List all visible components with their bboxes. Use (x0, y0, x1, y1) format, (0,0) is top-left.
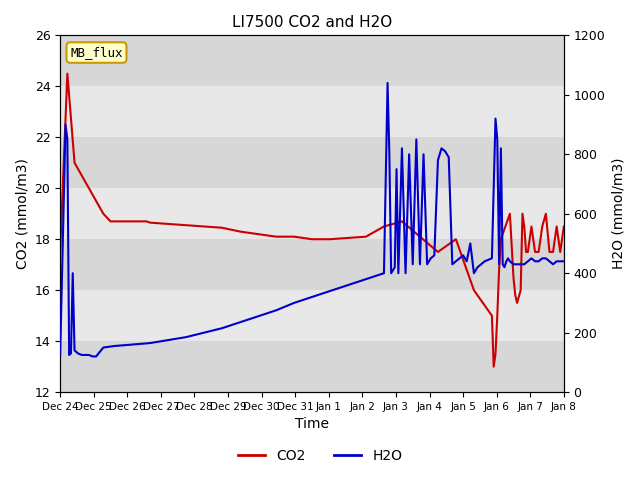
Legend: CO2, H2O: CO2, H2O (232, 443, 408, 468)
X-axis label: Time: Time (295, 418, 329, 432)
Bar (60, 36, 564, 86)
Title: LI7500 CO2 and H2O: LI7500 CO2 and H2O (232, 15, 392, 30)
Y-axis label: CO2 (mmol/m3): CO2 (mmol/m3) (15, 158, 29, 269)
Bar (60, 239, 564, 290)
Y-axis label: H2O (mmol/m3): H2O (mmol/m3) (611, 158, 625, 269)
Bar (60, 341, 564, 392)
Bar (60, 137, 564, 188)
Text: MB_flux: MB_flux (70, 46, 123, 59)
